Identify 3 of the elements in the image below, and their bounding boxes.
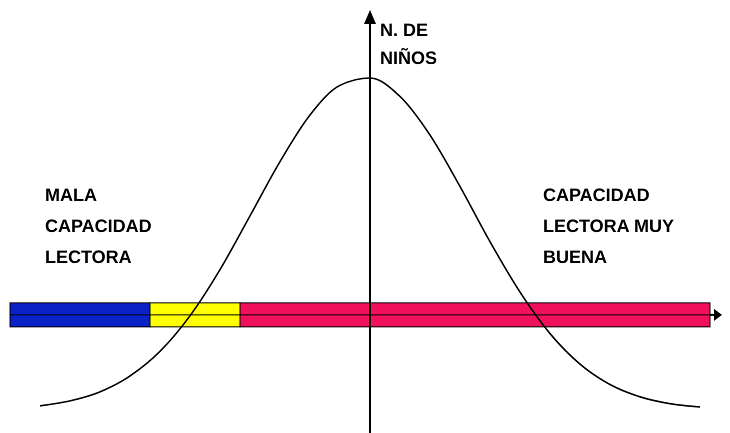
annotation: MALA CAPACIDAD LECTORA [45, 184, 153, 269]
annotation: CAPACIDAD LECTORA MUY BUENA [543, 184, 675, 269]
y-axis-title: N. DE NIÑOS [380, 19, 438, 70]
